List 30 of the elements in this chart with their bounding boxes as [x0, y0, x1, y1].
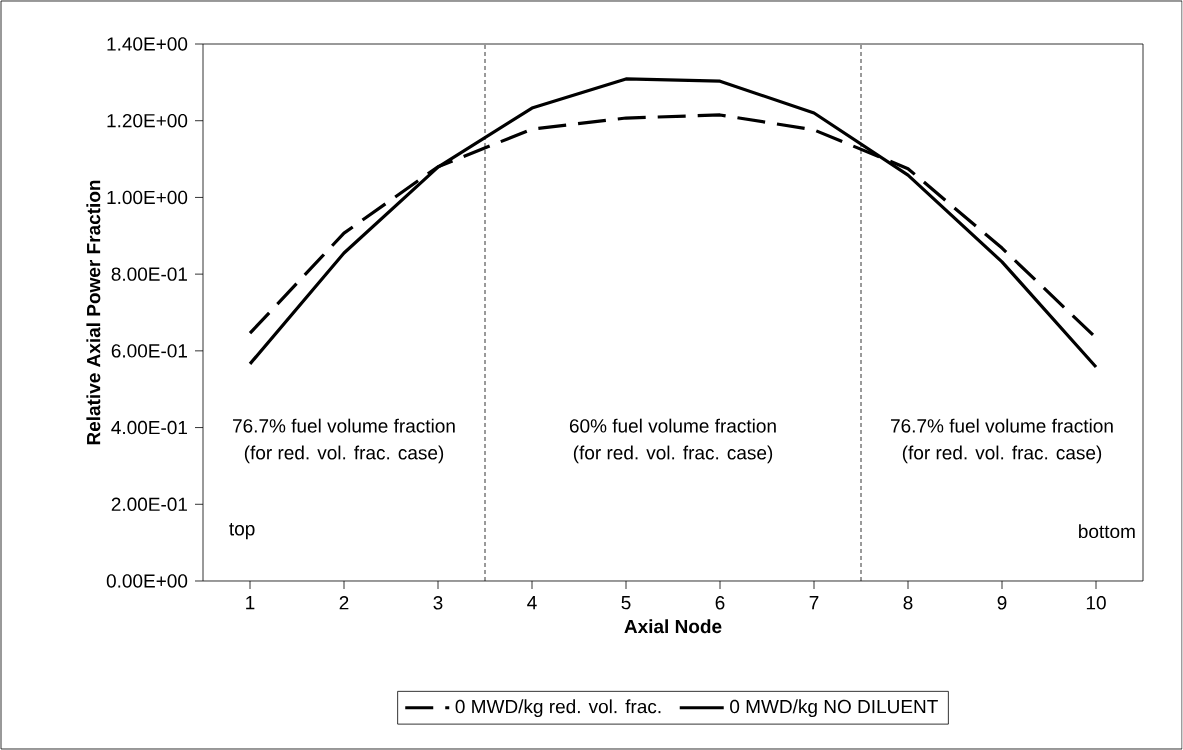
- annotation: bottom: [1079, 524, 1135, 539]
- y-tick-label: 6.00E-01: [111, 344, 187, 358]
- annotation: (for red. vol. frac. case): [902, 445, 1102, 464]
- y-tick-label: 1.40E+00: [107, 37, 188, 51]
- x-tick-label: 10: [1086, 596, 1106, 610]
- x-tick-label: 2: [339, 596, 349, 610]
- x-tick-label: 7: [809, 596, 819, 610]
- annotation: 76.7% fuel volume fraction: [891, 418, 1113, 433]
- legend-label: 0 MWD/kg NO DILUENT: [730, 699, 938, 718]
- legend-label: 0 MWD/kg red. vol. frac.: [455, 699, 661, 718]
- x-tick-label: 3: [433, 596, 443, 610]
- x-tick-label: 5: [621, 596, 631, 610]
- annotation: 60% fuel volume fraction: [569, 418, 776, 433]
- annotation: top: [229, 523, 255, 540]
- y-tick-label: 8.00E-01: [111, 267, 187, 281]
- x-axis-title: Axial Node: [624, 619, 722, 634]
- x-tick-label: 8: [903, 596, 913, 610]
- y-tick-label: 1.20E+00: [107, 113, 188, 128]
- y-tick-label: 1.00E+00: [107, 190, 188, 205]
- x-tick-label: 6: [715, 596, 725, 610]
- x-tick-label: 9: [997, 596, 1007, 610]
- annotation: 76.7% fuel volume fraction: [233, 418, 455, 433]
- annotation: (for red. vol. frac. case): [244, 445, 444, 464]
- y-axis-title: Relative Axial Power Fraction: [86, 180, 101, 445]
- y-tick-label: 0.00E+00: [106, 574, 188, 588]
- x-tick-label: 1: [246, 596, 255, 610]
- y-tick-label: 4.00E-01: [111, 420, 187, 435]
- x-tick-label: 4: [527, 596, 537, 610]
- annotation: (for red. vol. frac. case): [573, 445, 773, 464]
- y-tick-label: 2.00E-01: [111, 497, 187, 512]
